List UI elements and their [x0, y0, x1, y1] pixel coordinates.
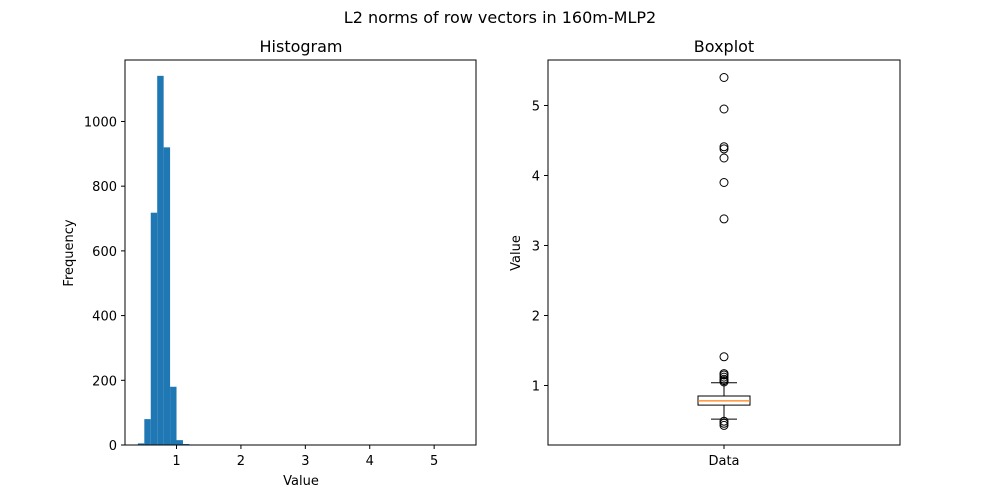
histogram-y-tick-label: 800	[92, 180, 117, 195]
histogram-bar-6	[176, 440, 183, 445]
histogram-x-tick-label: 3	[301, 454, 309, 469]
histogram-bar-1	[144, 419, 151, 445]
histogram-x-tick-label: 2	[237, 454, 245, 469]
boxplot-elements	[697, 73, 751, 430]
boxplot-outlier	[719, 142, 729, 152]
histogram-title: Histogram	[260, 37, 343, 56]
boxplot-outlier	[719, 73, 729, 82]
histogram-bar-5	[170, 386, 177, 445]
boxplot-outlier	[719, 420, 729, 430]
histogram-y-tick-label: 1000	[84, 115, 117, 130]
boxplot-outlier	[719, 178, 729, 187]
histogram-x-tick-label: 5	[430, 454, 438, 469]
boxplot-x-tick-label: Data	[708, 454, 739, 469]
boxplot-y-label: Value	[509, 235, 524, 271]
histogram-bar-3	[157, 75, 164, 446]
boxplot-outlier	[719, 153, 729, 163]
boxplot-x-ticks: Data	[708, 445, 740, 469]
histogram-bar-4	[163, 147, 171, 445]
figure-title: L2 norms of row vectors in 160m-MLP2	[343, 8, 657, 27]
histogram-y-tick-label: 400	[92, 310, 117, 325]
histogram-y-ticks: 0 200 400 600 800 1000	[84, 115, 125, 454]
boxplot-outlier	[719, 214, 729, 224]
histogram-y-tick-label: 0	[109, 439, 117, 454]
histogram-x-tick-label: 1	[172, 454, 180, 469]
boxplot-y-ticks: 1 2 3 4 5	[532, 100, 548, 395]
boxplot-outlier	[719, 418, 729, 428]
boxplot-outlier	[719, 352, 729, 362]
boxplot-y-tick-label: 3	[532, 240, 540, 255]
histogram-axes-frame	[124, 59, 477, 446]
histogram-bar-2	[150, 212, 158, 445]
boxplot-outlier	[719, 374, 729, 384]
boxplot-y-tick-label: 2	[532, 310, 540, 325]
boxplot-y-tick-label: 1	[532, 380, 540, 395]
histogram-x-label: Value	[283, 474, 319, 489]
histogram-x-ticks: 1 2 3 4 5	[172, 445, 438, 469]
boxplot-title: Boxplot	[694, 37, 754, 56]
boxplot-panel: Boxplot 1 2 3 4 5 Data Value	[509, 37, 901, 469]
boxplot-outlier	[719, 104, 729, 114]
boxplot-y-tick-label: 5	[532, 100, 540, 115]
boxplot-outlier	[719, 372, 729, 382]
boxplot-outlier	[719, 416, 729, 426]
histogram-x-tick-label: 4	[366, 454, 374, 469]
histogram-bars	[137, 75, 196, 446]
histogram-y-tick-label: 200	[92, 374, 117, 389]
histogram-y-label: Frequency	[62, 219, 77, 286]
histogram-bar-0	[137, 443, 145, 445]
histogram-y-tick-label: 600	[92, 245, 117, 260]
boxplot-y-tick-label: 4	[532, 170, 540, 185]
boxplot-outlier	[719, 144, 729, 154]
boxplot-outlier	[719, 369, 729, 379]
